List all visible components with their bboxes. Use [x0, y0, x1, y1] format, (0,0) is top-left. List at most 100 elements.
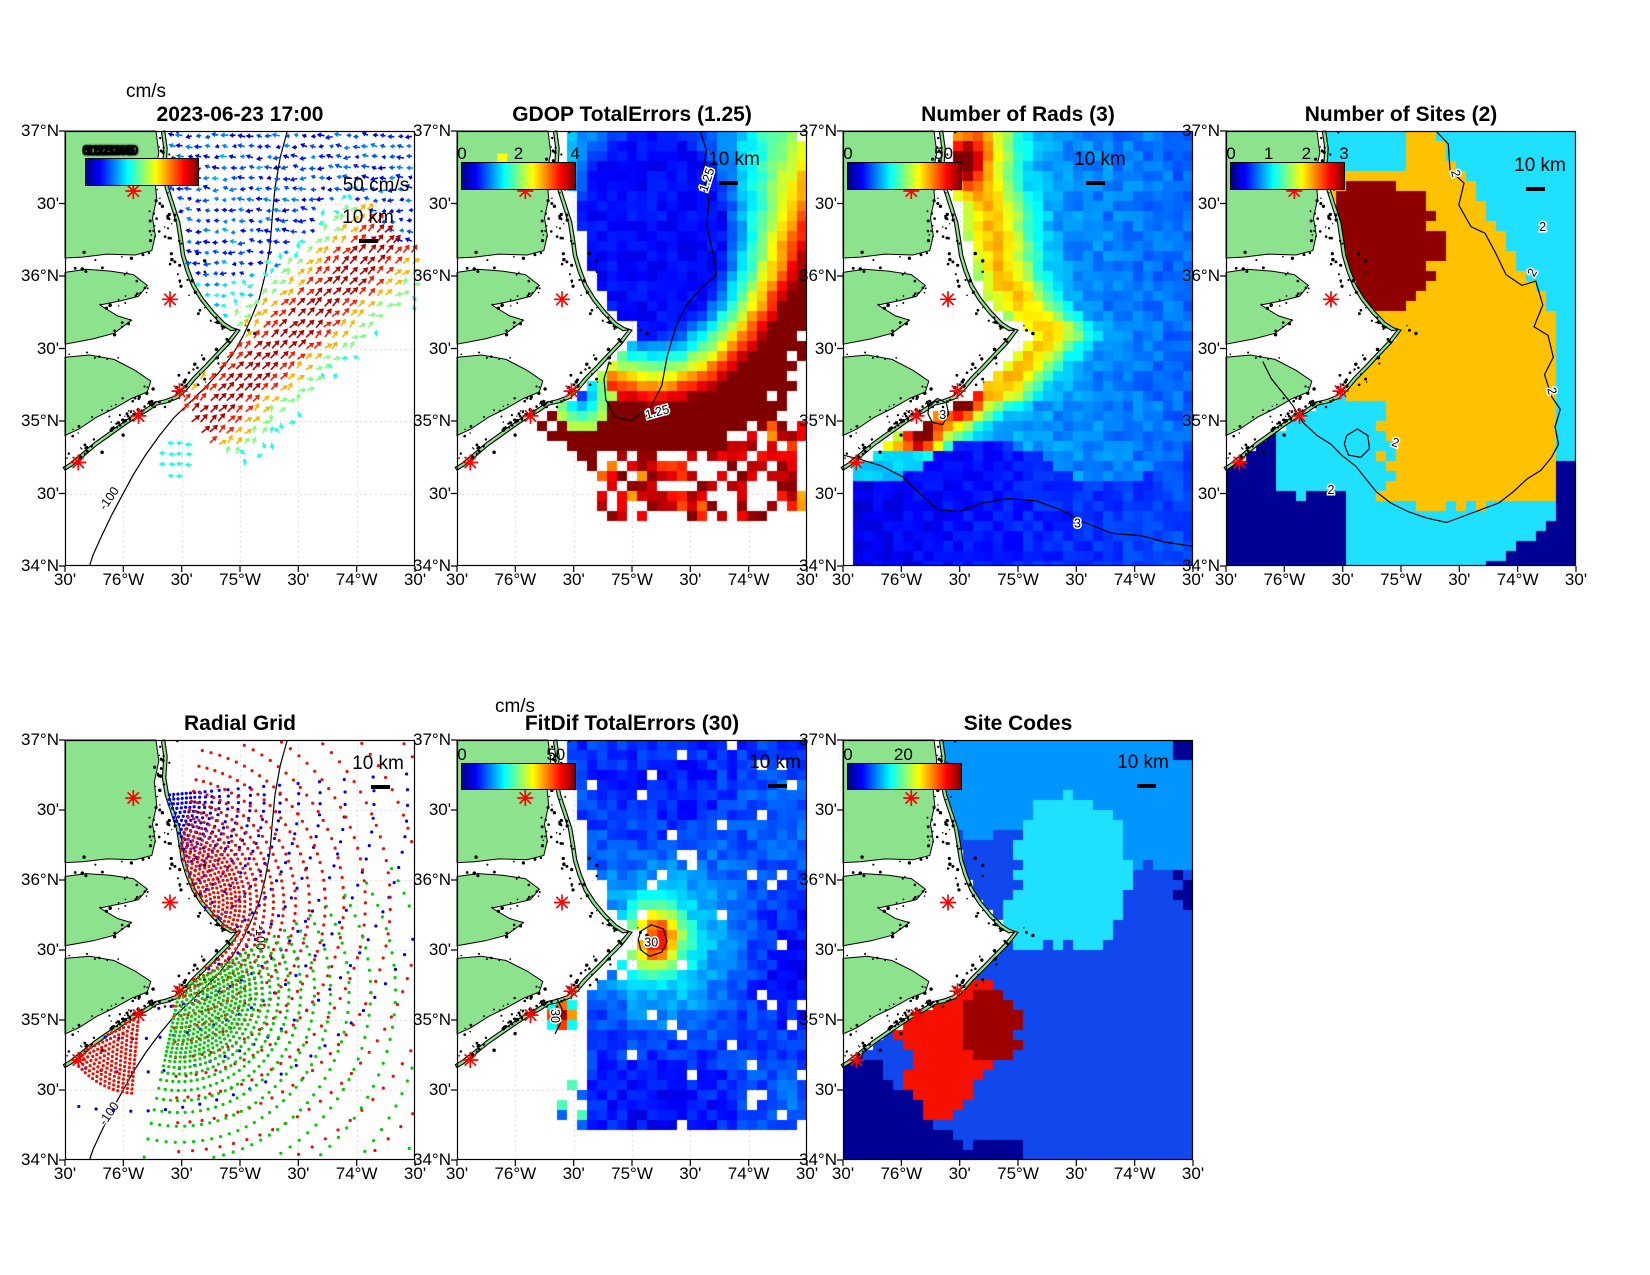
colorbar-tick: 2: [1301, 144, 1312, 163]
scale-bar: [371, 785, 390, 789]
y-tick-label: 30': [36, 800, 59, 819]
y-tick-label: 36°N: [21, 266, 59, 285]
x-tick-label: 76°W: [880, 570, 923, 589]
radar-site-star-icon: [848, 1052, 865, 1068]
colorbar-tick-cluster: 0 5 10 15 20 25 30 35 40 45 50: [82, 142, 139, 157]
map-overlay-gdop-total-errors: 1.251.25: [451, 130, 808, 572]
x-tick-label: 30': [1065, 1164, 1088, 1183]
radar-site-star-icon: [1332, 383, 1349, 400]
radar-site-star-icon: [1286, 183, 1303, 199]
colorbar: 0 1 2 3: [1226, 144, 1349, 190]
panel-fitdif-total-errors: 30 30 FitDif TotalErrors (30) cm/s 37°N 30' 36…: [413, 696, 818, 1183]
contour-label: 3: [939, 408, 946, 422]
x-tick-label: 30': [1448, 570, 1471, 589]
radar-site-star-icon: [522, 1007, 539, 1024]
panel-gdop-total-errors: 1.25 1.25 GDOP TotalErrors (1.25) 37°N 30' 36…: [413, 103, 818, 589]
axis-ticks: [837, 130, 1194, 572]
y-tick-label: 37°N: [799, 730, 837, 749]
y-tick-label: 34°N: [21, 556, 59, 575]
land-shapes: [62, 739, 241, 1069]
y-tick-label: 30': [36, 338, 59, 358]
y-tick-label: 34°N: [21, 1150, 59, 1169]
colorbar-tick: 0: [457, 745, 467, 764]
colorbar-tick: 50: [934, 144, 953, 163]
scale-bar: [359, 239, 378, 243]
x-tick-label: 30': [1214, 570, 1238, 589]
scale-bar: [1086, 181, 1105, 185]
y-tick-label: 34°N: [413, 556, 451, 575]
radials-site4-red: [74, 1018, 140, 1095]
colorbar: [85, 158, 199, 186]
axes-frame: [456, 739, 808, 1161]
y-tick-label: 30': [428, 193, 451, 213]
axes-frame: [456, 130, 808, 567]
scale-bar: [768, 784, 787, 788]
y-tick-label: 30': [814, 1080, 837, 1099]
radar-site-star-icon: [462, 454, 479, 471]
y-tick-label: 37°N: [413, 121, 451, 140]
contour-line: [554, 998, 563, 1035]
radar-site-star-icon: [125, 183, 142, 199]
map-overlay-number-of-rads: 33: [837, 130, 1194, 572]
y-tick-label: 30': [1197, 338, 1220, 358]
y-tick-label: 34°N: [1182, 556, 1220, 575]
radar-site-star-icon: [908, 1007, 925, 1024]
radar-site-markers: [848, 790, 966, 1068]
radar-site-star-icon: [162, 894, 178, 911]
colorbar-tick: 1: [1263, 144, 1274, 163]
y-tick-label: 34°N: [799, 1150, 837, 1169]
panel-surface-currents: -100 2023-06-23 17:00 cm/s 37°N 30' 36°N 30' 35…: [21, 81, 426, 589]
scale-label: 10 km: [352, 753, 404, 774]
data-cell: [497, 153, 508, 164]
map-overlay-fitdif-total-errors: 30 30: [451, 739, 808, 1166]
panel-title-gdop-total-errors: GDOP TotalErrors (1.25): [512, 103, 752, 126]
x-tick-label: 75°W: [611, 1164, 653, 1183]
x-tick-label: 30': [1181, 570, 1205, 589]
x-tick-label: 30': [795, 570, 819, 589]
panel-number-of-rads: 3 3 Number of Rads (3) 37°N 30' 36°N 30' 35°N 30…: [799, 103, 1204, 589]
y-tick-label: 30': [36, 193, 59, 213]
x-tick-label: 74°W: [1113, 1164, 1156, 1183]
radar-site-star-icon: [949, 383, 966, 400]
y-tick-label: 30': [1197, 193, 1220, 213]
colorbar: 0 2 4: [457, 144, 580, 190]
contour-line: [927, 397, 950, 426]
x-tick-label: 75°W: [219, 1164, 261, 1183]
x-tick-label: 30': [679, 570, 702, 589]
x-tick-label: 75°W: [997, 570, 1039, 589]
radar-site-star-icon: [130, 1007, 147, 1024]
axes-frame: [842, 739, 1194, 1161]
contour-label: -100: [96, 1099, 122, 1128]
scale-bar: [1526, 187, 1545, 191]
y-tick-label: 30': [428, 1080, 451, 1099]
panel-title-site-codes: Site Codes: [963, 712, 1073, 735]
axes-frame: [64, 130, 416, 567]
y-tick-label: 30': [36, 940, 59, 959]
x-tick-label: 30': [831, 570, 855, 589]
x-tick-label: 76°W: [880, 1164, 923, 1183]
x-tick-label: 30': [445, 1164, 469, 1183]
radar-site-star-icon: [171, 383, 188, 400]
x-tick-label: 30': [403, 1164, 427, 1183]
radar-site-star-icon: [903, 790, 920, 806]
y-tick-label: 37°N: [799, 121, 837, 140]
radar-site-markers: [848, 183, 966, 471]
x-tick-label: 30': [1181, 1164, 1205, 1183]
contour-line: [1343, 428, 1371, 458]
y-tick-label: 35°N: [1182, 411, 1220, 430]
panel-radial-grid: -100 -100 Radial Grid 37°N 30' 36°N 30' 35°N 30'…: [21, 712, 426, 1183]
x-tick-label: 30': [795, 1164, 819, 1183]
contour-label: 2: [1544, 386, 1559, 396]
x-tick-label: 75°W: [1380, 570, 1422, 589]
scale-bar: [1137, 784, 1156, 788]
y-tick-label: 36°N: [799, 266, 837, 285]
bathymetry-contour-100m: [88, 739, 288, 1161]
scale-bar: [719, 181, 738, 185]
x-tick-label: 30': [679, 1164, 702, 1183]
y-tick-label: 35°N: [799, 1010, 837, 1029]
axis-ticks: [451, 130, 808, 572]
y-tick-label: 36°N: [413, 870, 451, 889]
contour-line: [842, 454, 1194, 547]
radar-site-star-icon: [1231, 454, 1248, 471]
colorbar-tick: 0: [457, 144, 467, 163]
